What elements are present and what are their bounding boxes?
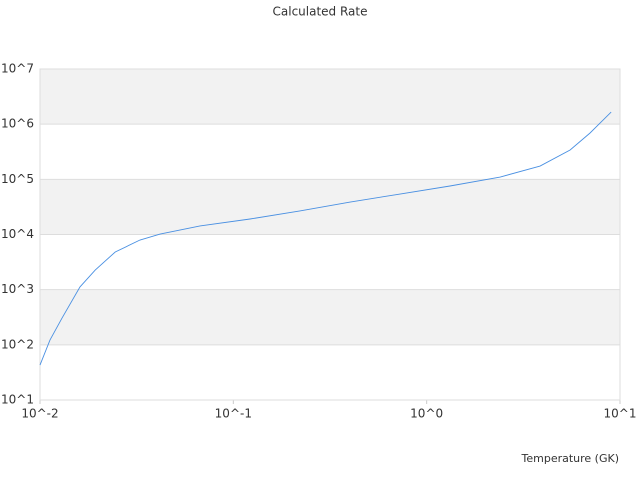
x-tick-label: 10^0 xyxy=(410,407,443,421)
y-tick-label: 10^6 xyxy=(1,117,34,131)
plot-band xyxy=(40,69,620,125)
y-tick-label: 10^4 xyxy=(1,227,34,241)
y-tick-label: 10^2 xyxy=(1,337,34,351)
plot-band xyxy=(40,179,620,235)
y-tick-label: 10^1 xyxy=(1,393,34,407)
y-tick-label: 10^5 xyxy=(1,172,34,186)
x-tick-label: 10^-2 xyxy=(21,407,58,421)
y-tick-label: 10^3 xyxy=(1,282,34,296)
plot-band xyxy=(40,289,620,345)
x-tick-label: 10^1 xyxy=(604,407,637,421)
x-axis-label: Temperature (GK) xyxy=(521,452,620,465)
plot-frame xyxy=(39,68,621,401)
data-line xyxy=(39,111,612,366)
chart-title: Calculated Rate xyxy=(273,5,368,19)
x-tick-label: 10^-1 xyxy=(215,407,252,421)
y-tick-label: 10^7 xyxy=(1,62,34,76)
